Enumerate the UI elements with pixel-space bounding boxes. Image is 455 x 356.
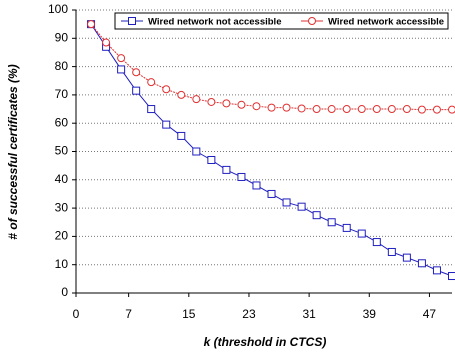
y-tick-label: 10 <box>55 257 69 271</box>
marker <box>132 68 141 77</box>
legend-label leg: Wired network accessible <box>328 17 444 28</box>
x-tick-label: 15 <box>182 307 196 321</box>
marker <box>402 105 411 114</box>
marker <box>177 90 186 99</box>
marker <box>132 86 141 95</box>
marker <box>387 105 396 114</box>
marker <box>282 198 291 207</box>
marker <box>147 105 156 114</box>
marker <box>207 97 216 106</box>
marker <box>222 165 231 174</box>
marker <box>432 266 441 275</box>
marker <box>102 38 111 47</box>
marker <box>192 95 201 104</box>
marker <box>327 218 336 227</box>
marker <box>357 105 366 114</box>
marker <box>237 100 246 109</box>
legend <box>114 12 449 30</box>
marker <box>312 211 321 220</box>
marker <box>147 78 156 87</box>
x-axis-label: k (threshold in CTCS) <box>204 335 327 349</box>
y-tick-label: 90 <box>55 30 69 44</box>
marker <box>372 238 381 247</box>
y-tick-label: 40 <box>55 172 69 186</box>
x-tick-label: 39 <box>363 307 377 321</box>
marker <box>448 105 455 114</box>
marker <box>252 102 261 111</box>
x-tick-label: 47 <box>423 307 437 321</box>
x-tick-label: 23 <box>242 307 256 321</box>
marker <box>267 189 276 198</box>
marker <box>252 181 261 190</box>
y-tick-label: 100 <box>48 2 68 16</box>
y-tick-label: 60 <box>55 115 69 129</box>
marker <box>448 272 455 281</box>
x-tick-label: 31 <box>302 307 316 321</box>
marker <box>417 259 426 268</box>
marker <box>117 54 126 63</box>
marker <box>117 65 126 74</box>
marker <box>402 253 411 262</box>
marker <box>327 105 336 114</box>
y-tick-label: 70 <box>55 87 69 101</box>
legend-label leg: Wired network not accessible <box>148 17 281 28</box>
y-tick-label: 80 <box>55 59 69 73</box>
marker <box>308 17 316 25</box>
marker <box>432 105 441 114</box>
marker <box>162 120 171 129</box>
marker <box>297 202 306 211</box>
y-axis-label: # of successful certificates (%) <box>6 64 20 239</box>
y-tick-label: 20 <box>55 229 69 243</box>
marker <box>128 17 136 25</box>
marker <box>282 103 291 112</box>
marker <box>267 103 276 112</box>
marker <box>312 105 321 114</box>
marker <box>297 104 306 113</box>
y-tick-label: 30 <box>55 200 69 214</box>
marker <box>87 20 96 29</box>
marker <box>387 247 396 256</box>
marker <box>417 105 426 114</box>
marker <box>357 229 366 238</box>
x-tick-label: 7 <box>125 307 132 321</box>
y-tick-label: 50 <box>55 144 69 158</box>
marker <box>342 223 351 232</box>
marker <box>192 147 201 156</box>
marker <box>372 105 381 114</box>
series-line <box>90 23 453 277</box>
marker <box>222 99 231 108</box>
marker <box>237 172 246 181</box>
marker <box>342 105 351 114</box>
x-tick-label: 0 <box>73 307 80 321</box>
marker <box>177 131 186 140</box>
y-tick-label: 0 <box>61 285 68 299</box>
marker <box>207 155 216 164</box>
marker <box>162 85 171 94</box>
